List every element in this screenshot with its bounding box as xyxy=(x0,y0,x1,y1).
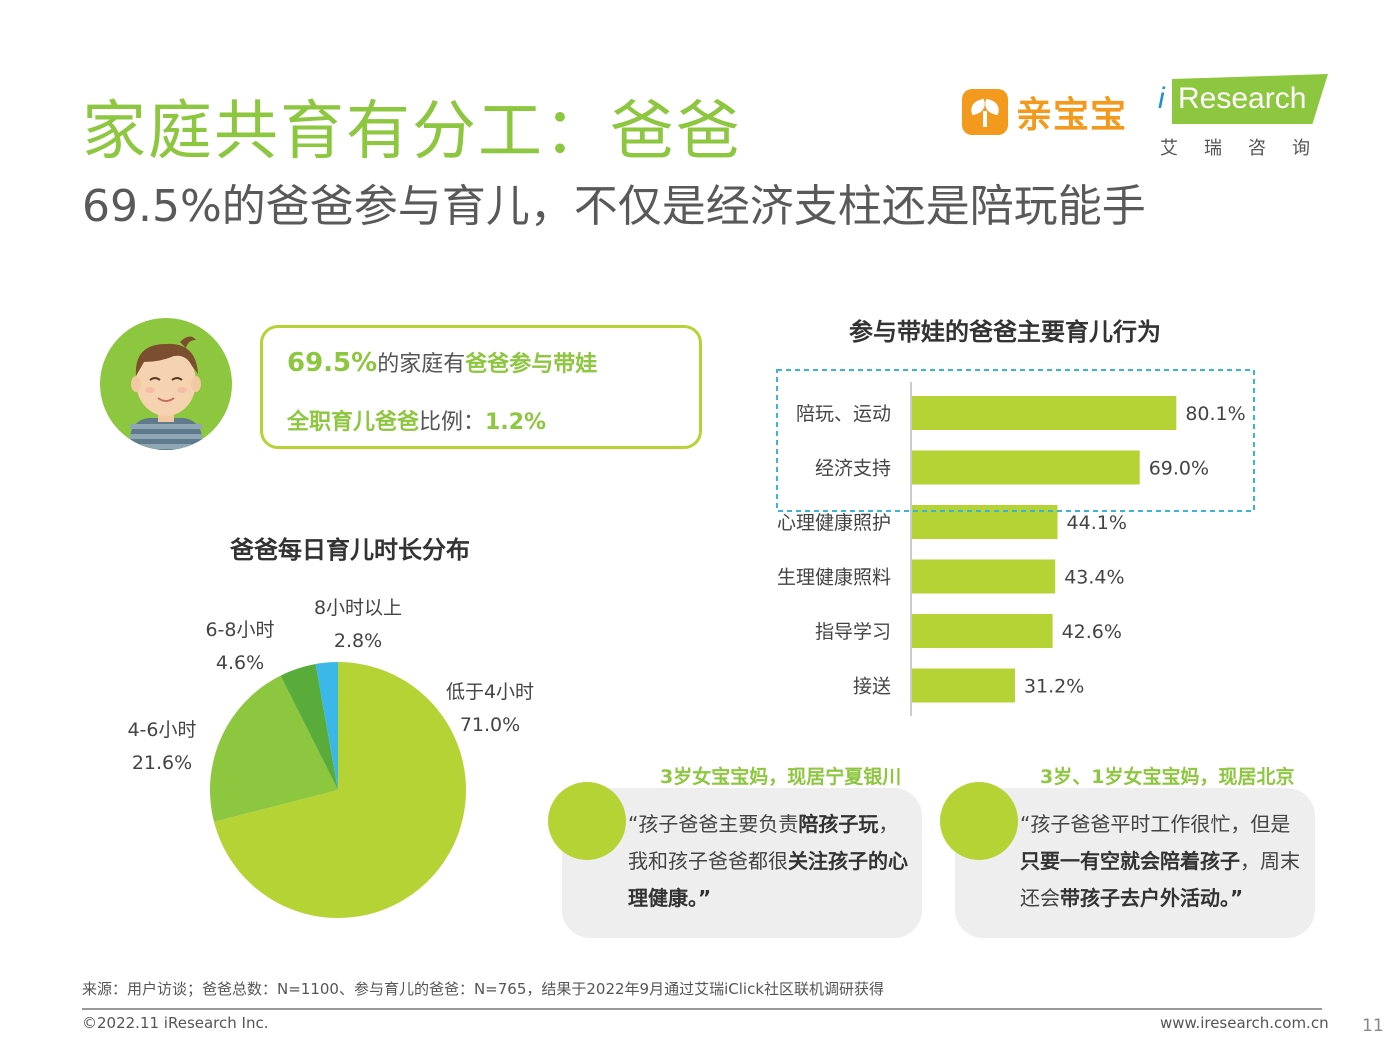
iresearch-i: i xyxy=(1158,82,1165,115)
bar-chart: 陪玩、运动 80.1% 经济支持 69.0% 心理健康照护 44.1% 生理健康照料 43.4… xyxy=(776,369,1255,716)
page-number: 11 xyxy=(1362,1016,1384,1036)
bar-value-label: 42.6% xyxy=(1062,621,1122,643)
bar-category-label: 生理健康照料 xyxy=(777,567,891,589)
sprout-icon xyxy=(962,89,1008,135)
summary-box: 69.5%的家庭有爸爸参与带娃 全职育儿爸爸比例：1.2% xyxy=(260,325,702,449)
quote-emphasis: 关注孩子的心理健康 xyxy=(628,849,908,910)
quote-segment: “孩子爸爸平时工作很忙，但是 xyxy=(1020,812,1291,836)
quote-2-bubble xyxy=(940,782,1018,860)
iresearch-cn-name: 艾瑞咨询 xyxy=(1160,138,1336,159)
iresearch-name: Research xyxy=(1178,82,1307,115)
bar-category-label: 陪玩、运动 xyxy=(796,403,891,425)
bar xyxy=(912,396,1177,430)
bar xyxy=(912,559,1056,594)
pie-value-label: 2.8% xyxy=(334,630,382,652)
bar-value-label: 80.1% xyxy=(1185,403,1245,425)
quote-emphasis: 。” xyxy=(688,886,712,910)
qinbaobao-logo: 亲宝宝 xyxy=(962,86,1127,138)
footer-divider xyxy=(82,1008,1322,1010)
bar-category-label: 心理健康照护 xyxy=(777,512,891,534)
pie-slice xyxy=(210,675,338,822)
quote-emphasis: 陪孩子玩 xyxy=(798,812,879,836)
pie-chart-title: 爸爸每日育儿时长分布 xyxy=(230,536,470,564)
quote-segment: ，周末还会 xyxy=(1020,849,1300,910)
bar-category-label: 经济支持 xyxy=(815,458,891,480)
summary-text: 的家庭有 xyxy=(377,352,466,377)
summary-line-1: 69.5%的家庭有爸爸参与带娃 xyxy=(287,346,597,378)
pie-value-label: 21.6% xyxy=(132,752,192,774)
quote-segment: “孩子爸爸主要负责 xyxy=(628,812,799,836)
quote-segment: ，我和孩子爸爸都很 xyxy=(628,812,899,873)
iresearch-logo: i Research xyxy=(1158,74,1328,126)
page-subtitle: 69.5%的爸爸参与育儿，不仅是经济支柱还是陪玩能手 xyxy=(82,181,1146,232)
pie-value-label: 4.6% xyxy=(216,652,264,674)
bar-chart-title: 参与带娃的爸爸主要育儿行为 xyxy=(849,318,1161,346)
summary-text: 比例： xyxy=(419,410,486,435)
quote-emphasis: 只要一有空就会陪着孩子 xyxy=(1020,849,1240,873)
summary-line-2: 全职育儿爸爸比例：1.2% xyxy=(287,404,546,436)
quote-1-source: 3岁女宝宝妈，现居宁夏银川 xyxy=(660,766,902,788)
bar xyxy=(912,450,1140,485)
quote-1-text: “孩子爸爸主要负责陪孩子玩，我和孩子爸爸都很关注孩子的心理健康。” xyxy=(628,806,910,917)
qinbaobao-name: 亲宝宝 xyxy=(1016,95,1128,136)
pie-category-label: 6-8小时 xyxy=(205,619,274,641)
pie-slice xyxy=(315,662,338,790)
quote-1-bubble xyxy=(548,782,626,860)
highlight-box xyxy=(776,369,1255,512)
quote-emphasis: 带孩子去户外活动 xyxy=(1060,886,1220,910)
bar xyxy=(912,668,1015,703)
pie-category-label: 8小时以上 xyxy=(314,597,402,619)
website-url: www.iresearch.com.cn xyxy=(1160,1014,1329,1032)
bar-value-label: 69.0% xyxy=(1149,458,1209,480)
pie-category-label: 4-6小时 xyxy=(127,719,196,741)
bar-category-label: 指导学习 xyxy=(815,621,891,643)
pie-chart: 低于4小时 71.0% 4-6小时 21.6% 6-8小时 4.6% 8小时以上 2.8% xyxy=(127,597,534,918)
summary-highlight: 爸爸参与带娃 xyxy=(465,352,598,377)
quote-2-text: “孩子爸爸平时工作很忙，但是只要一有空就会陪着孩子，周末还会带孩子去户外活动。” xyxy=(1020,806,1302,917)
pie-slice xyxy=(280,663,338,790)
source-note: 来源：用户访谈；爸爸总数：N=1100、参与育儿的爸爸：N=765，结果于202… xyxy=(82,980,885,998)
copyright: ©2022.11 iResearch Inc. xyxy=(82,1014,269,1032)
pie-slice xyxy=(214,662,466,918)
bar-value-label: 44.1% xyxy=(1067,512,1127,534)
fulltime-rate: 1.2% xyxy=(485,410,547,435)
quote-emphasis: 。” xyxy=(1220,886,1244,910)
page-title: 家庭共育有分工：爸爸 xyxy=(82,95,742,169)
summary-highlight: 全职育儿爸爸 xyxy=(287,410,420,435)
father-avatar xyxy=(100,318,232,450)
bar xyxy=(912,614,1053,648)
pie-category-label: 低于4小时 xyxy=(446,681,534,703)
bar-value-label: 31.2% xyxy=(1024,676,1084,698)
bar-category-label: 接送 xyxy=(853,676,891,698)
bar-value-label: 43.4% xyxy=(1064,567,1124,589)
pie-value-label: 71.0% xyxy=(460,714,520,736)
participation-rate: 69.5% xyxy=(287,348,378,378)
quote-2-source: 3岁、1岁女宝宝妈，现居北京 xyxy=(1040,766,1295,788)
